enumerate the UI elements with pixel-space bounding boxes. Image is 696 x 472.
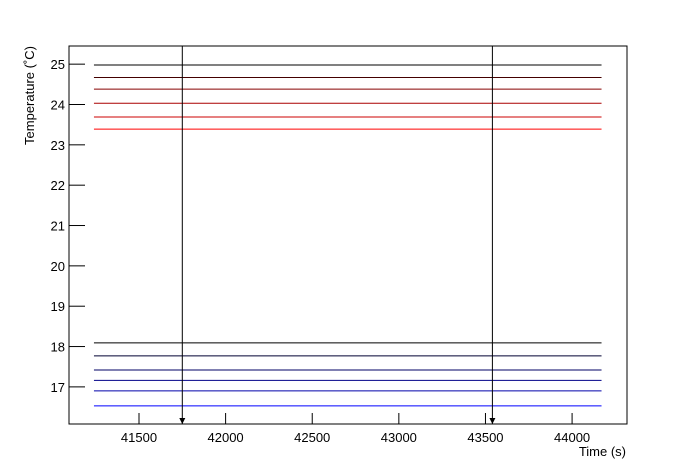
x-axis-label: Time (s) — [579, 444, 626, 459]
y-tick-label: 23 — [51, 138, 65, 153]
y-tick-label: 22 — [51, 178, 65, 193]
y-tick-label: 18 — [51, 340, 65, 355]
x-tick-label: 41500 — [121, 430, 157, 445]
y-tick-label: 20 — [51, 259, 65, 274]
x-tick-label: 43500 — [467, 430, 503, 445]
x-tick-label: 43000 — [381, 430, 417, 445]
frame — [68, 45, 628, 425]
y-axis-label: Temperature (˚C) — [22, 46, 37, 145]
x-tick-label: 42500 — [294, 430, 330, 445]
x-tick-label: 42000 — [208, 430, 244, 445]
marker-arrowhead — [179, 418, 186, 424]
y-tick-label: 17 — [51, 380, 65, 395]
y-tick-label: 24 — [51, 97, 65, 112]
y-tick-label: 21 — [51, 219, 65, 234]
marker-arrowhead — [489, 418, 496, 424]
x-tick-label: 44000 — [554, 430, 590, 445]
y-tick-label: 19 — [51, 299, 65, 314]
y-tick-label: 25 — [51, 57, 65, 72]
